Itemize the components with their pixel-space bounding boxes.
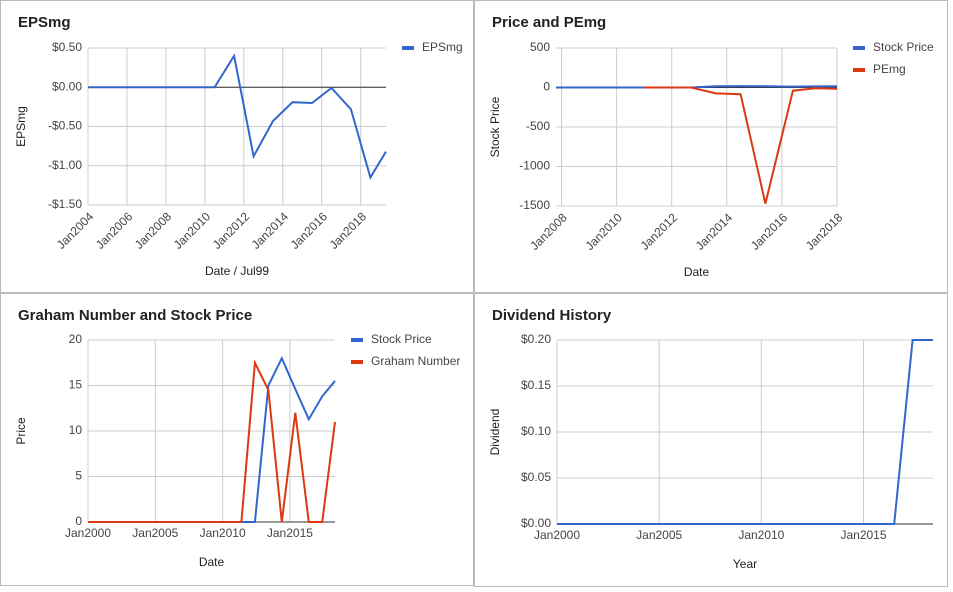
y-tick-label: 0 <box>543 80 550 94</box>
x-axis-title: Year <box>733 557 757 571</box>
y-tick-label: -1000 <box>519 159 550 173</box>
legend-label: Stock Price <box>371 332 432 346</box>
legend-label: Stock Price <box>873 40 934 54</box>
x-tick-label: Jan2010 <box>583 210 626 253</box>
y-axis-title: Dividend <box>488 409 502 456</box>
chart-title: Dividend History <box>492 307 612 324</box>
x-tick-label: Jan2015 <box>267 526 313 540</box>
panel <box>474 0 948 293</box>
y-tick-label: 10 <box>69 423 83 437</box>
chart-title: Graham Number and Stock Price <box>18 307 252 324</box>
x-axis-title: Date <box>684 265 710 279</box>
y-tick-label: 5 <box>75 469 82 483</box>
x-tick-label: Jan2000 <box>65 526 111 540</box>
y-axis-title: EPSmg <box>14 106 28 147</box>
legend-label: EPSmg <box>422 40 463 54</box>
x-axis-title: Date / Jul99 <box>205 264 269 278</box>
series-line <box>88 359 336 523</box>
y-axis-title: Stock Price <box>488 96 502 157</box>
x-tick-label: Jan2018 <box>803 210 846 253</box>
x-tick-label: Jan2010 <box>738 528 784 542</box>
panel <box>474 293 948 587</box>
y-tick-label: $0.05 <box>521 470 551 484</box>
x-tick-label: Jan2014 <box>249 209 292 252</box>
x-tick-label: Jan2004 <box>54 209 97 252</box>
x-tick-label: Jan2010 <box>200 526 246 540</box>
chart-title: EPSmg <box>18 14 71 31</box>
panel <box>0 293 474 586</box>
x-tick-label: Jan2012 <box>638 210 681 253</box>
x-tick-label: Jan2005 <box>636 528 682 542</box>
y-tick-label: $0.00 <box>521 516 551 530</box>
x-tick-label: Jan2008 <box>527 210 570 253</box>
series-line <box>644 86 838 204</box>
x-tick-label: Jan2005 <box>132 526 178 540</box>
y-tick-label: -$1.50 <box>48 197 82 211</box>
y-tick-label: 15 <box>69 378 83 392</box>
y-tick-label: 0 <box>75 514 82 528</box>
x-tick-label: Jan2014 <box>693 210 736 253</box>
legend-label: PEmg <box>873 62 906 76</box>
x-tick-label: Jan2010 <box>171 209 214 252</box>
x-tick-label: Jan2008 <box>132 209 175 252</box>
series-line <box>88 355 336 523</box>
y-tick-label: -1500 <box>519 198 550 212</box>
x-tick-label: Jan2000 <box>534 528 580 542</box>
y-tick-label: $0.10 <box>521 424 551 438</box>
x-tick-label: Jan2016 <box>748 210 791 253</box>
panel <box>0 0 474 293</box>
legend-label: Graham Number <box>371 354 460 368</box>
x-tick-label: Jan2012 <box>210 209 253 252</box>
y-tick-label: 500 <box>530 40 550 54</box>
y-tick-label: $0.20 <box>521 332 551 346</box>
x-tick-label: Jan2015 <box>840 528 886 542</box>
series-line <box>556 85 838 89</box>
y-axis-title: Price <box>14 417 28 445</box>
series-line <box>557 339 933 525</box>
x-tick-label: Jan2016 <box>288 209 331 252</box>
y-tick-label: 20 <box>69 332 83 346</box>
x-tick-label: Jan2018 <box>327 209 370 252</box>
x-axis-title: Date <box>199 555 225 569</box>
y-tick-label: $0.15 <box>521 378 551 392</box>
y-tick-label: -500 <box>526 119 550 133</box>
x-tick-label: Jan2006 <box>93 209 136 252</box>
y-tick-label: $0.00 <box>52 79 82 93</box>
y-tick-label: -$0.50 <box>48 119 82 133</box>
y-tick-label: $0.50 <box>52 40 82 54</box>
chart-title: Price and PEmg <box>492 14 606 31</box>
y-tick-label: -$1.00 <box>48 158 82 172</box>
series-line <box>88 53 387 180</box>
